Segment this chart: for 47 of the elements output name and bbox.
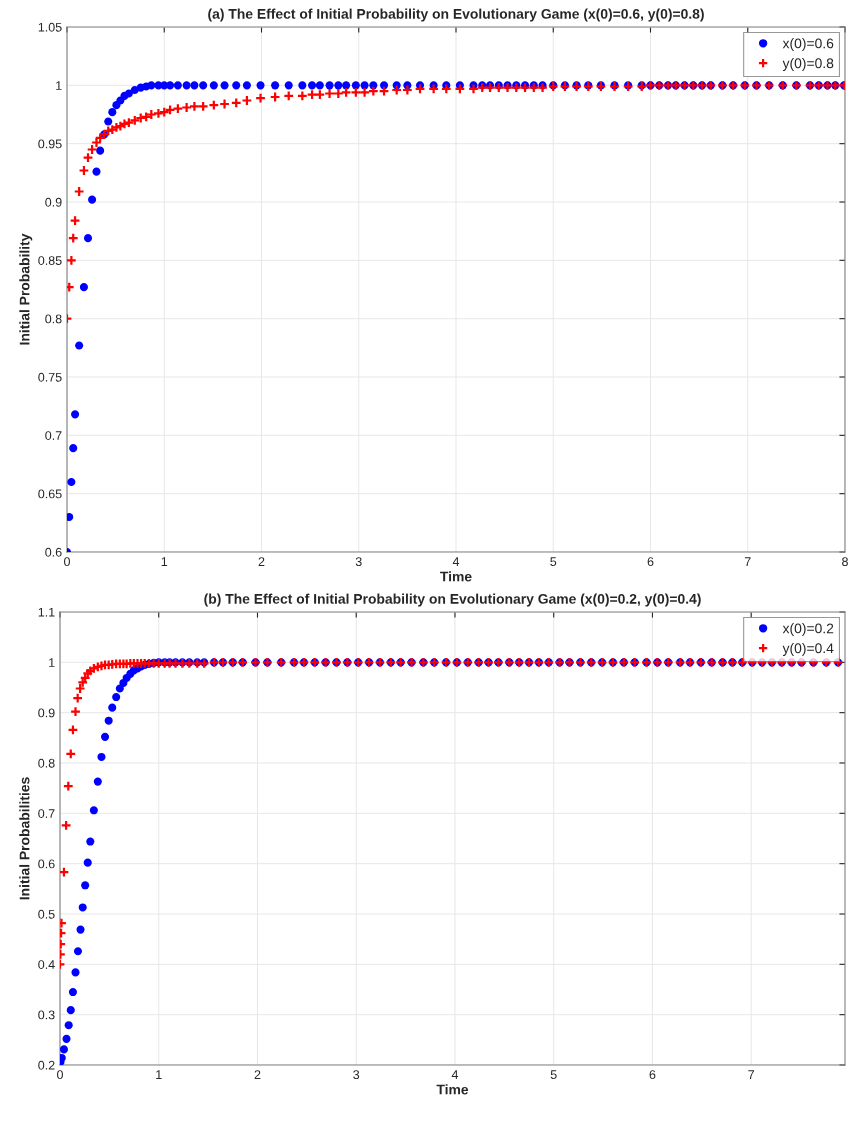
y-tick-label: 0.7 [38, 809, 55, 818]
x-tick-label: 5 [550, 1070, 557, 1080]
x-axis-title: Time [436, 1084, 469, 1095]
x-tick-label: 3 [355, 557, 362, 567]
x-tick-label: 6 [647, 557, 654, 567]
x-tick-label: 1 [156, 1070, 162, 1079]
x-tick-label: 0 [64, 557, 70, 567]
x-tick-label: 0 [57, 1070, 63, 1080]
x-tick-label: 7 [744, 557, 751, 566]
chart-title: (b) The Effect of Initial Probability on Evolutionary Game (x(0)=0.2, y(0)=0.4) [204, 593, 701, 607]
x-tick-label: 2 [254, 1070, 261, 1079]
y-tick-label: 0.95 [38, 139, 62, 149]
y-tick-label: 0.2 [38, 1060, 55, 1070]
y-tick-label: 0.8 [45, 314, 62, 324]
x-tick-label: 4 [451, 1070, 459, 1079]
y-tick-label: 0.75 [38, 372, 62, 382]
y-tick-label: 1 [49, 658, 55, 667]
x-tick-label: 7 [748, 1070, 755, 1079]
y-tick-label: 0.7 [45, 431, 62, 440]
y-tick-label: 0.4 [38, 960, 55, 969]
y-tick-label: 0.9 [38, 708, 55, 718]
x-axis-title: Time [440, 571, 472, 582]
y-tick-label: 0.6 [38, 859, 55, 869]
y-axis-title: Initial Probability [19, 233, 33, 345]
y-tick-label: 1.05 [38, 22, 62, 32]
x-tick-label: 3 [353, 1070, 360, 1080]
legend-label: y(0)=0.8 [782, 58, 834, 71]
x-tick-label: 1 [161, 557, 168, 566]
y-tick-label: 1 [56, 81, 62, 90]
y-tick-label: 1.1 [38, 607, 55, 617]
legend-label: x(0)=0.6 [782, 38, 834, 52]
x-tick-label: 2 [258, 557, 265, 566]
y-tick-label: 0.8 [38, 758, 55, 768]
y-tick-label: 0.85 [38, 256, 62, 265]
y-axis-title: Initial Probabilities [19, 777, 30, 900]
legend-label: x(0)=0.2 [782, 623, 834, 637]
x-tick-label: 4 [452, 557, 460, 566]
y-tick-label: 0.6 [45, 547, 62, 557]
y-tick-label: 0.65 [38, 489, 62, 499]
y-tick-label: 0.5 [38, 909, 55, 919]
x-tick-label: 5 [550, 557, 557, 567]
y-tick-label: 0.3 [38, 1010, 55, 1020]
x-tick-label: 8 [842, 557, 848, 567]
x-tick-label: 6 [649, 1070, 656, 1080]
legend-label: y(0)=0.4 [782, 643, 834, 656]
chart-title: (a) The Effect of Initial Probability on Evolutionary Game (x(0)=0.6, y(0)=0.8) [208, 8, 704, 22]
y-tick-label: 0.9 [45, 197, 62, 207]
